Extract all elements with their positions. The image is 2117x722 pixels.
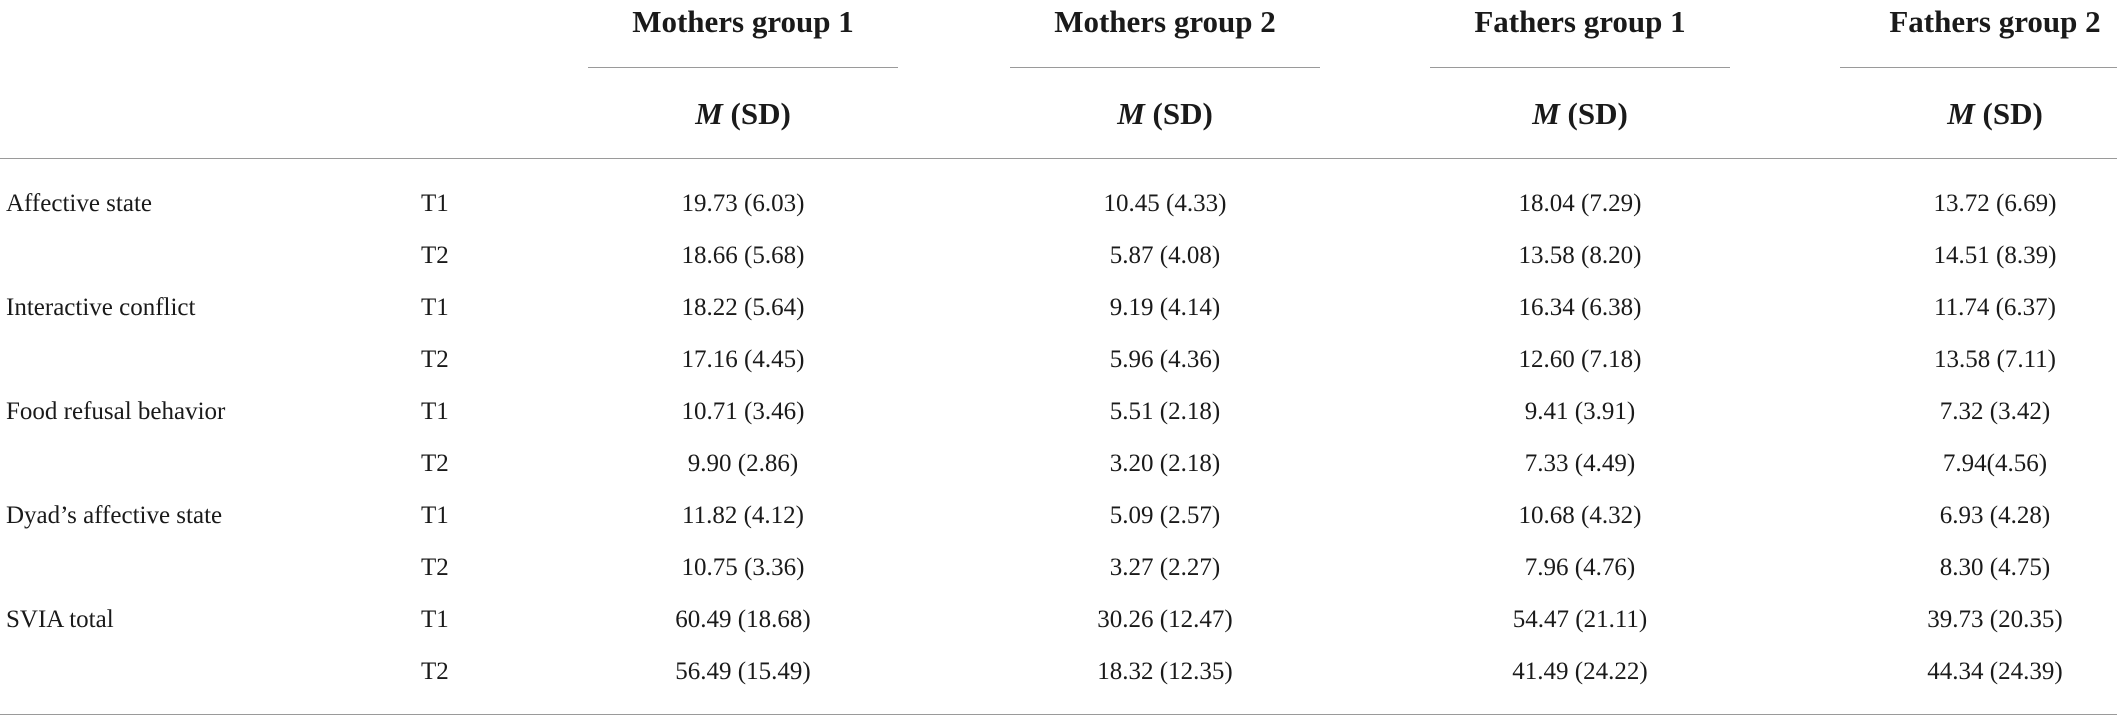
value-cell: 5.09 (2.57): [1109, 502, 1221, 529]
value-cell: 5.96 (4.36): [1109, 346, 1221, 373]
value-cell: 5.51 (2.18): [1109, 398, 1221, 425]
value-cell: 7.33 (4.49): [1524, 450, 1636, 477]
value-cell: 18.66 (5.68): [681, 242, 805, 269]
time-point: T1: [421, 190, 449, 217]
value-cell: 10.45 (4.33): [1103, 190, 1227, 217]
time-point: T2: [421, 658, 449, 685]
row-label: SVIA total: [6, 606, 114, 633]
time-point: T1: [421, 606, 449, 633]
table-row: Affective state T1 19.73 (6.03) 10.45 (4…: [0, 178, 2117, 230]
group-rule-mothers-1: [588, 67, 898, 68]
bottom-rule: [0, 714, 2117, 715]
stat-header-fathers-2: M (SD): [1947, 96, 2043, 131]
time-point: T1: [421, 398, 449, 425]
row-label: Food refusal behavior: [6, 398, 226, 425]
table-row: Food refusal behavior T1 10.71 (3.46) 5.…: [0, 386, 2117, 438]
header-rule: [0, 158, 2117, 159]
row-label: Interactive conflict: [6, 294, 196, 321]
value-cell: 6.93 (4.28): [1939, 502, 2051, 529]
value-cell: 7.96 (4.76): [1524, 554, 1636, 581]
value-cell: 8.30 (4.75): [1939, 554, 2051, 581]
value-cell: 11.82 (4.12): [682, 502, 804, 529]
value-cell: 9.90 (2.86): [687, 450, 799, 477]
table-row: T2 56.49 (15.49) 18.32 (12.35) 41.49 (24…: [0, 646, 2117, 698]
value-cell: 5.87 (4.08): [1109, 242, 1221, 269]
stat-header-mothers-2: M (SD): [1117, 96, 1213, 131]
value-cell: 18.22 (5.64): [681, 294, 805, 321]
value-cell: 19.73 (6.03): [681, 190, 805, 217]
value-cell: 13.72 (6.69): [1933, 190, 2057, 217]
value-cell: 10.75 (3.36): [681, 554, 805, 581]
value-cell: 39.73 (20.35): [1927, 606, 2063, 633]
table-row: T2 9.90 (2.86) 3.20 (2.18) 7.33 (4.49) 7…: [0, 438, 2117, 490]
time-point: T2: [421, 450, 449, 477]
value-cell: 56.49 (15.49): [675, 658, 811, 685]
value-cell: 7.94(4.56): [1942, 450, 2048, 477]
value-cell: 54.47 (21.11): [1512, 606, 1648, 633]
table-row: T2 18.66 (5.68) 5.87 (4.08) 13.58 (8.20)…: [0, 230, 2117, 282]
table-row: T2 17.16 (4.45) 5.96 (4.36) 12.60 (7.18)…: [0, 334, 2117, 386]
stat-header-fathers-1: M (SD): [1532, 96, 1628, 131]
value-cell: 16.34 (6.38): [1518, 294, 1642, 321]
group-title-mothers-2: Mothers group 2: [1054, 4, 1276, 39]
row-label: Affective state: [6, 190, 152, 217]
table-row: Interactive conflict T1 18.22 (5.64) 9.1…: [0, 282, 2117, 334]
group-title-mothers-1: Mothers group 1: [632, 4, 854, 39]
value-cell: 41.49 (24.22): [1512, 658, 1648, 685]
value-cell: 9.19 (4.14): [1109, 294, 1221, 321]
value-cell: 7.32 (3.42): [1939, 398, 2051, 425]
value-cell: 18.04 (7.29): [1518, 190, 1642, 217]
time-point: T2: [421, 346, 449, 373]
value-cell: 13.58 (8.20): [1518, 242, 1642, 269]
time-point: T1: [421, 502, 449, 529]
group-title-fathers-1: Fathers group 1: [1474, 4, 1686, 39]
value-cell: 12.60 (7.18): [1518, 346, 1642, 373]
group-title-fathers-2: Fathers group 2: [1889, 4, 2101, 39]
time-point: T2: [421, 554, 449, 581]
value-cell: 10.71 (3.46): [681, 398, 805, 425]
value-cell: 18.32 (12.35): [1097, 658, 1233, 685]
time-point: T1: [421, 294, 449, 321]
row-label: Dyad’s affective state: [6, 502, 223, 529]
time-point: T2: [421, 242, 449, 269]
value-cell: 17.16 (4.45): [681, 346, 805, 373]
table-row: T2 10.75 (3.36) 3.27 (2.27) 7.96 (4.76) …: [0, 542, 2117, 594]
table-row: Dyad’s affective state T1 11.82 (4.12) 5…: [0, 490, 2117, 542]
stat-header-mothers-1: M (SD): [695, 96, 791, 131]
value-cell: 44.34 (24.39): [1927, 658, 2063, 685]
value-cell: 3.20 (2.18): [1109, 450, 1221, 477]
table-row: SVIA total T1 60.49 (18.68) 30.26 (12.47…: [0, 594, 2117, 646]
value-cell: 60.49 (18.68): [675, 606, 811, 633]
value-cell: 10.68 (4.32): [1518, 502, 1642, 529]
group-rule-fathers-2: [1840, 67, 2117, 68]
value-cell: 30.26 (12.47): [1097, 606, 1233, 633]
value-cell: 11.74 (6.37): [1934, 294, 2056, 321]
group-rule-mothers-2: [1010, 67, 1320, 68]
group-rule-fathers-1: [1430, 67, 1730, 68]
value-cell: 14.51 (8.39): [1933, 242, 2057, 269]
value-cell: 13.58 (7.11): [1934, 346, 2056, 373]
value-cell: 3.27 (2.27): [1109, 554, 1221, 581]
value-cell: 9.41 (3.91): [1524, 398, 1636, 425]
